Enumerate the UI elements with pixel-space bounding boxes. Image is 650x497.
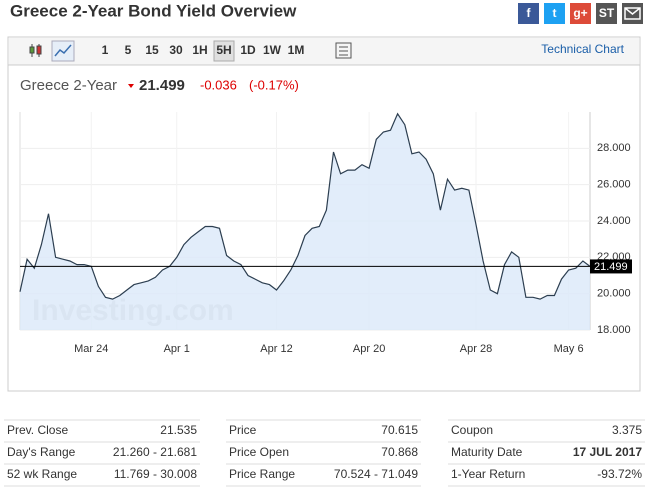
row-label: Price	[229, 423, 257, 437]
period-button[interactable]: 1W	[263, 43, 282, 57]
social-button[interactable]	[518, 3, 539, 24]
row-value: 17 JUL 2017	[573, 445, 642, 459]
row-label: Coupon	[451, 423, 493, 437]
line	[19, 112, 591, 300]
area	[20, 113, 590, 330]
row-label: 52 wk Range	[7, 467, 77, 481]
row-value: 70.524 - 71.049	[334, 467, 418, 481]
row-label: Day's Range	[7, 445, 76, 459]
quote-change-pct: (-0.17%)	[249, 77, 299, 92]
social-button[interactable]	[544, 3, 565, 24]
y-tick-label: 20.000	[597, 288, 631, 300]
toolbar	[9, 38, 639, 65]
row-value: -93.72%	[597, 467, 642, 481]
y-tick-label: 28.000	[597, 142, 631, 154]
social-button[interactable]	[596, 3, 617, 24]
x-tick-label: Apr 28	[460, 343, 492, 355]
period-button[interactable]: 1D	[240, 43, 256, 57]
x-tick-label: May 6	[554, 343, 584, 355]
period-button[interactable]: 5H	[216, 43, 231, 57]
period-button[interactable]: 15	[145, 43, 159, 57]
period-button[interactable]: 30	[169, 43, 183, 57]
period-button[interactable]: 5	[125, 43, 132, 57]
line-icon-glyph	[54, 44, 72, 57]
row-value: 70.615	[381, 423, 418, 437]
social-label: f	[527, 6, 532, 20]
y-tick-label: 26.000	[597, 179, 631, 191]
last-price-box	[590, 259, 632, 274]
y-tick-label: 24.000	[597, 215, 631, 227]
period-button[interactable]: 1M	[288, 43, 305, 57]
row-label: Price Open	[229, 445, 289, 459]
mail-glyph	[624, 7, 641, 20]
down-arrow	[128, 84, 134, 88]
chart-panel	[7, 36, 641, 392]
y-tick-label: 18.000	[597, 324, 631, 336]
row-value: 21.535	[160, 423, 197, 437]
selected-button[interactable]	[213, 40, 235, 62]
x-tick-label: Apr 1	[164, 343, 190, 355]
row-label: Price Range	[229, 467, 295, 481]
row-label: Maturity Date	[451, 445, 523, 459]
candle-icon[interactable]	[29, 44, 42, 57]
row-value: 21.260 - 21.681	[113, 445, 197, 459]
social-button[interactable]	[570, 3, 591, 24]
row-label: 1-Year Return	[451, 467, 525, 481]
period-button[interactable]: 1	[102, 43, 109, 57]
row-value: 3.375	[612, 423, 642, 437]
page-title: Greece 2-Year Bond Yield Overview	[10, 1, 297, 20]
x-tick-label: Apr 12	[260, 343, 292, 355]
social-label: t	[553, 6, 557, 20]
social-label: ST	[599, 6, 615, 20]
quote-price: 21.499	[139, 77, 185, 94]
technical-chart-link[interactable]: Technical Chart	[541, 42, 624, 56]
period-button[interactable]: 1H	[192, 43, 207, 57]
settings-icon[interactable]	[335, 42, 352, 59]
row-value: 70.868	[381, 445, 418, 459]
social-label: g+	[573, 6, 587, 20]
x-tick-label: Mar 24	[74, 343, 108, 355]
row-value: 11.769 - 30.008	[114, 467, 198, 481]
quote-change: -0.036	[200, 77, 237, 92]
row-label: Prev. Close	[7, 423, 68, 437]
line-icon[interactable]	[51, 40, 75, 62]
last-price-label: 21.499	[594, 261, 628, 273]
quote-name: Greece 2-Year	[20, 77, 117, 94]
x-tick-label: Apr 20	[353, 343, 385, 355]
